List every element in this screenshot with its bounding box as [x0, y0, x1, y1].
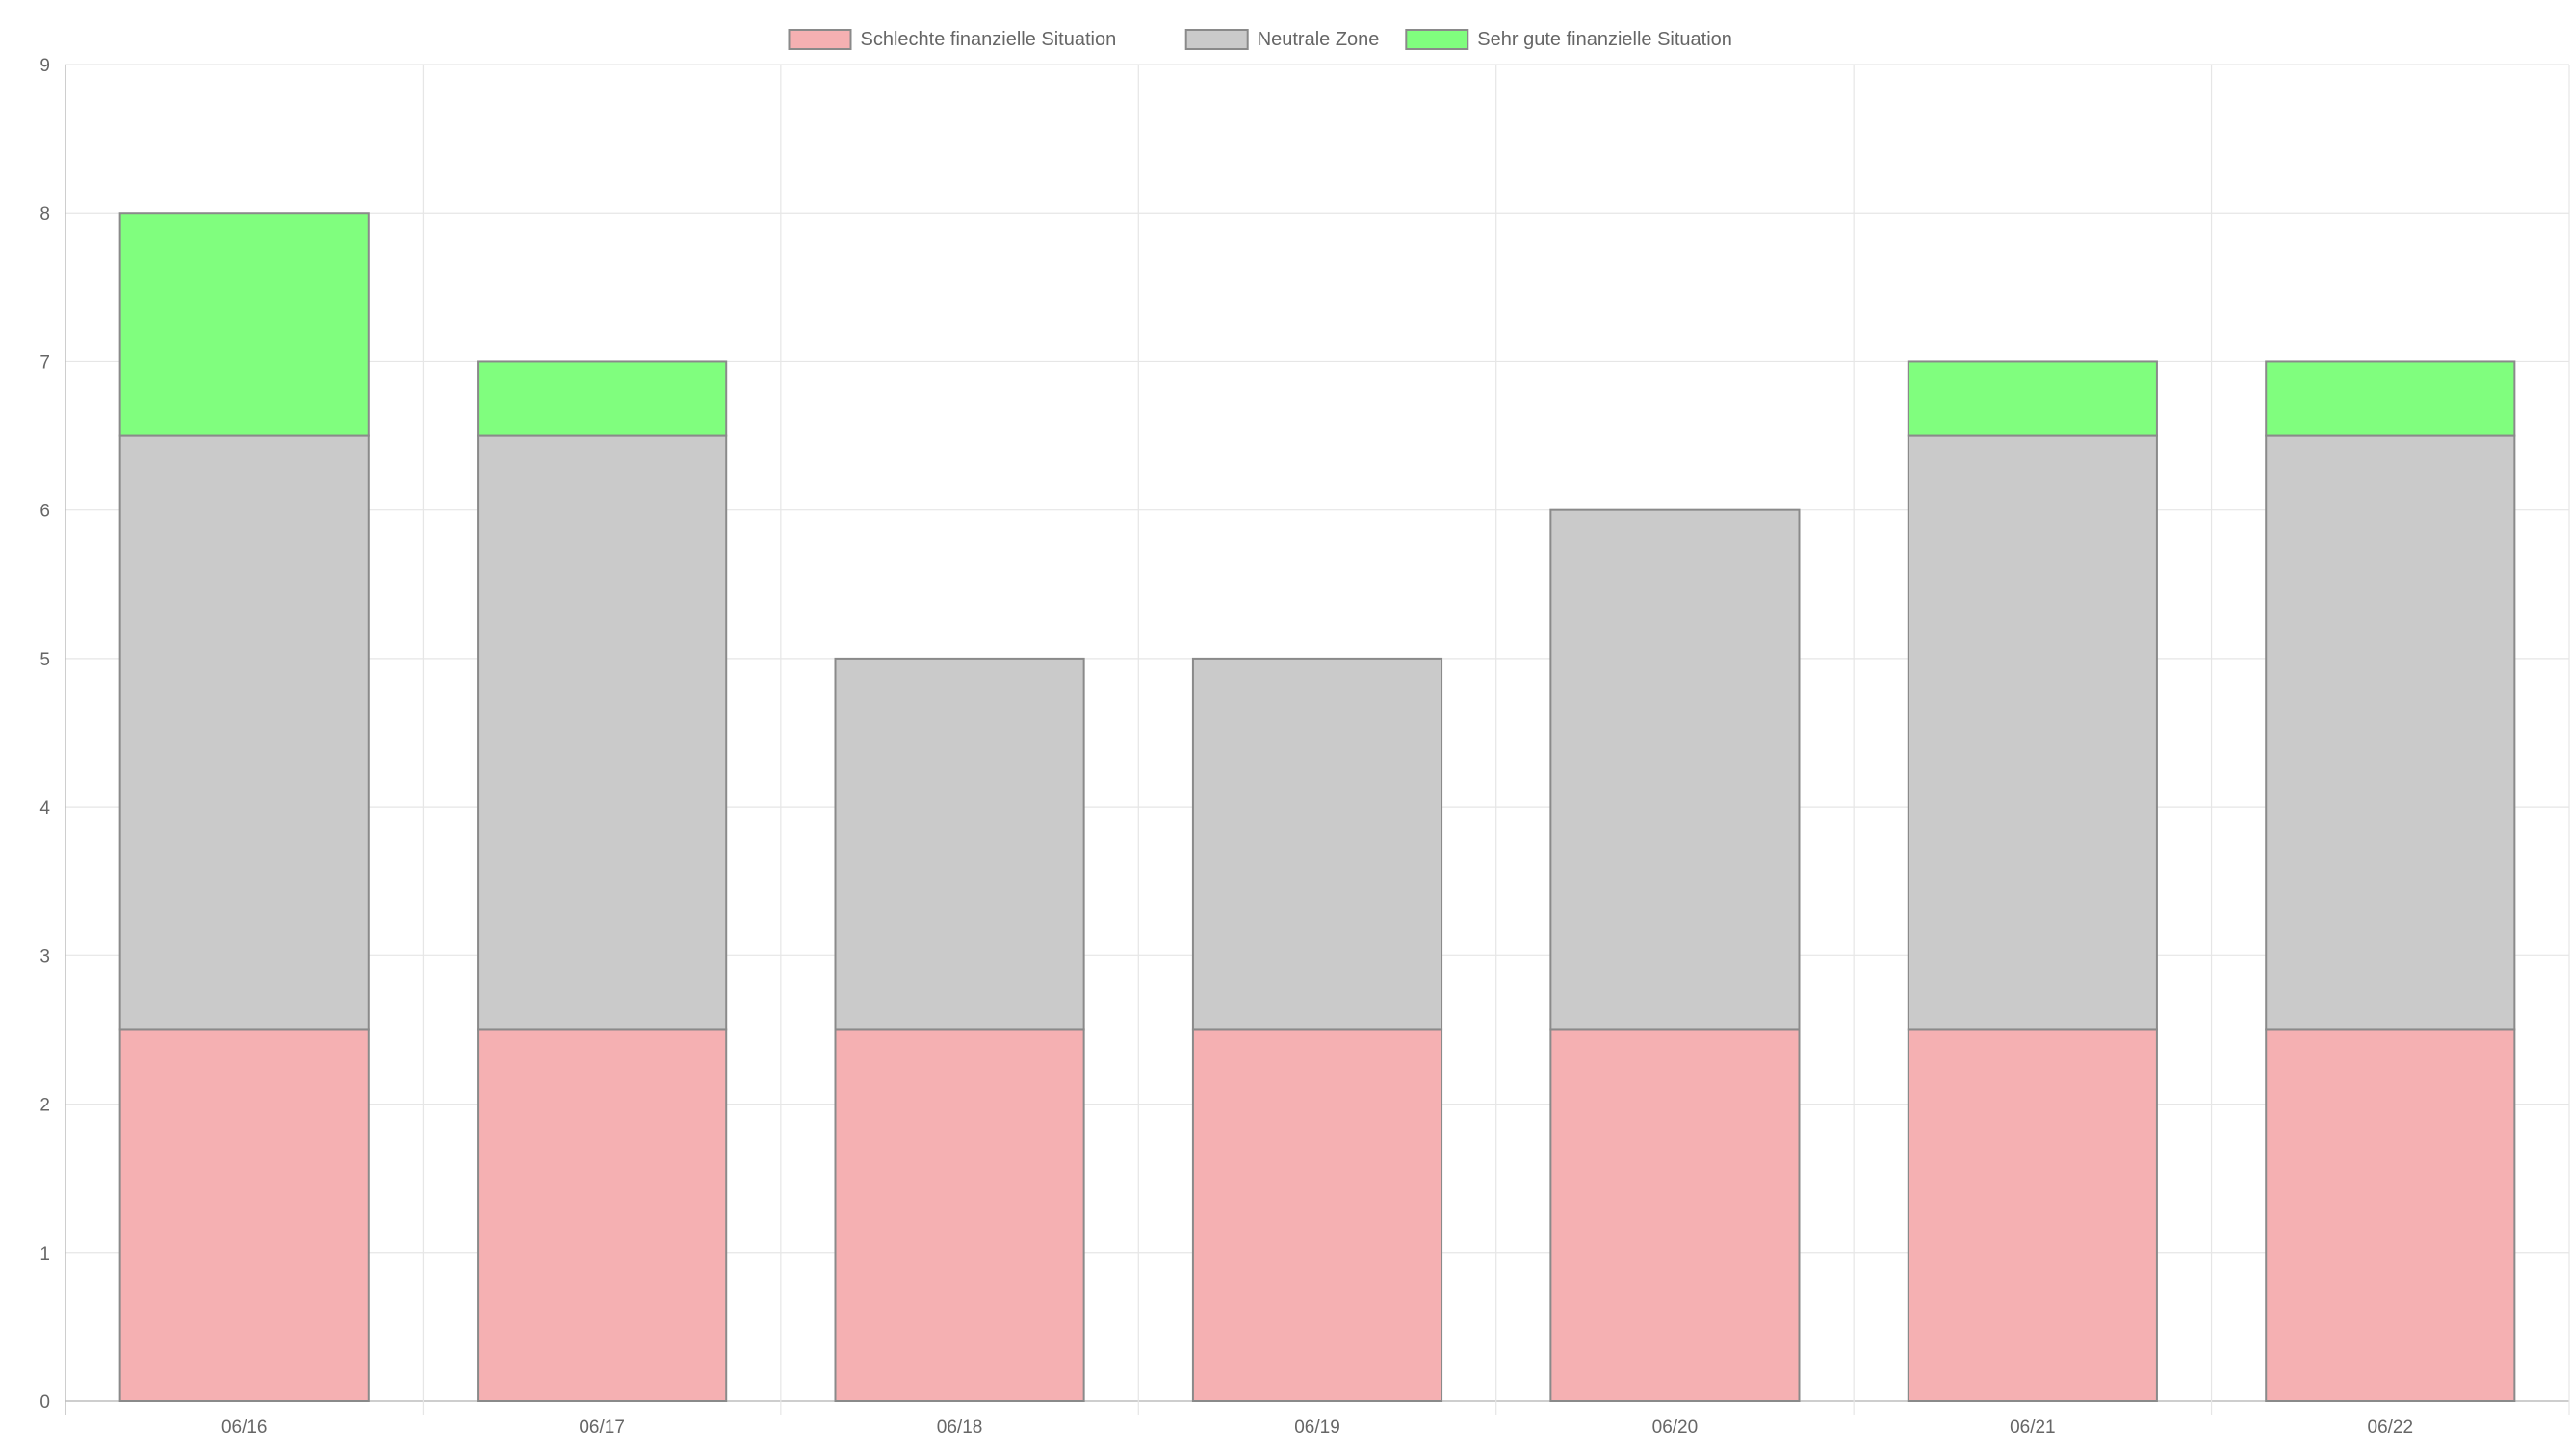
x-tick-label: 06/19	[1294, 1417, 1340, 1438]
bar-segment	[1907, 1028, 2158, 1402]
legend-label: Sehr gute finanzielle Situation	[1477, 29, 1732, 50]
x-tick-label: 06/18	[937, 1417, 983, 1438]
x-tick-label: 06/21	[2010, 1417, 2056, 1438]
bar-segment	[477, 434, 728, 1031]
y-tick-label: 9	[39, 56, 50, 76]
x-tick-label: 06/22	[2368, 1417, 2414, 1438]
x-tick-label: 06/20	[1652, 1417, 1699, 1438]
y-tick-label: 3	[39, 947, 50, 967]
bar-segment	[1907, 434, 2158, 1031]
y-tick-label: 2	[39, 1096, 50, 1116]
y-tick-label: 7	[39, 352, 50, 373]
y-tick-label: 6	[39, 502, 50, 522]
y-tick-label: 0	[39, 1392, 50, 1413]
bar-segment	[2265, 434, 2516, 1031]
x-tick-label: 06/16	[221, 1417, 268, 1438]
y-tick-label: 1	[39, 1244, 50, 1264]
axis-layer: 0 1 2 3 4 5 6 7 8 9 06/16 06/17 06/18 06/19 06/20 06/21…	[39, 56, 2413, 1438]
bar-segment	[118, 212, 370, 437]
bar-segment	[2265, 1028, 2516, 1402]
legend-label: Neutrale Zone	[1258, 29, 1380, 50]
bar-segment	[118, 434, 370, 1031]
y-tick-label: 8	[39, 204, 50, 224]
legend-label: Schlechte finanzielle Situation	[861, 29, 1117, 50]
legend-swatch	[788, 29, 852, 50]
bars-layer	[118, 212, 2516, 1402]
bar-segment	[1549, 1028, 1801, 1402]
bar-segment	[834, 1028, 1085, 1402]
legend: Schlechte finanzielle Situation Neutrale …	[788, 29, 1732, 50]
legend-swatch	[1405, 29, 1469, 50]
legend-swatch	[1184, 29, 1249, 50]
bar-segment	[1549, 508, 1801, 1031]
bar-segment	[477, 1028, 728, 1402]
bar-segment	[2265, 360, 2516, 437]
bar-segment	[834, 657, 1085, 1031]
x-tick-label: 06/17	[579, 1417, 625, 1438]
bar-segment	[1191, 1028, 1443, 1402]
y-tick-label: 5	[39, 650, 50, 670]
y-tick-label: 4	[39, 798, 50, 819]
bar-segment	[118, 1028, 370, 1402]
bar-segment	[1191, 657, 1443, 1031]
bar-segment	[477, 360, 728, 437]
bar-segment	[1907, 360, 2158, 437]
